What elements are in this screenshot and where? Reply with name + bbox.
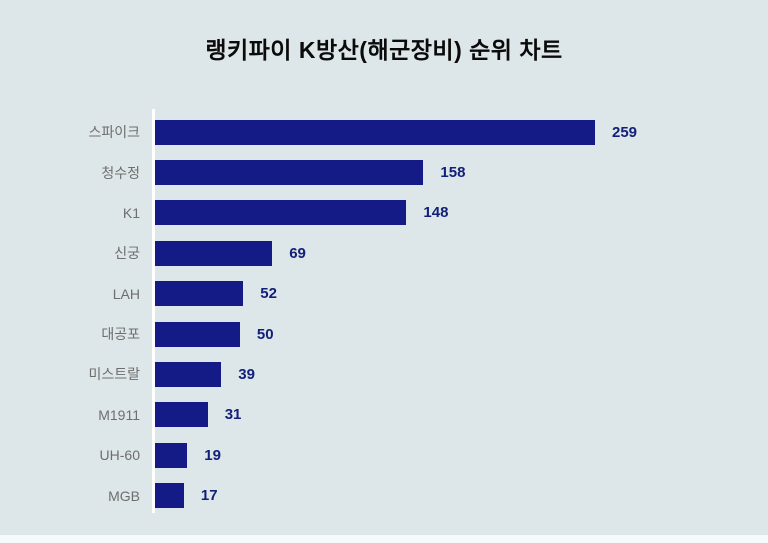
bar-value: 69 <box>289 244 306 262</box>
bar-label: 스파이크 <box>88 124 140 141</box>
bar-row: 스파이크 259 <box>0 112 768 152</box>
bar-value: 158 <box>440 164 466 182</box>
bar-value: 148 <box>423 204 449 222</box>
bar-value: 50 <box>256 325 274 343</box>
bar-label: 대공포 <box>101 326 140 343</box>
bar-rows: 스파이크 259 청수정 158 K1 148 신궁 69 LAH 52 대공포… <box>0 112 768 516</box>
bar-label: 신궁 <box>114 245 140 262</box>
bar-row: MGB 17 <box>0 475 768 515</box>
bar-row: M1911 31 <box>0 395 768 435</box>
bar-value: 17 <box>200 487 218 505</box>
bar-label: K1 <box>122 204 140 221</box>
bar <box>155 160 424 186</box>
bar <box>155 200 407 226</box>
bar <box>155 442 188 468</box>
bar-label: UH-60 <box>99 447 140 464</box>
bar-row: LAH 52 <box>0 274 768 314</box>
bar-value: 52 <box>260 285 277 303</box>
bar-label: LAH <box>112 285 140 302</box>
bar-value: 31 <box>224 406 242 424</box>
bar <box>155 281 244 307</box>
chart-title: 랭키파이 K방산(해군장비) 순위 차트 <box>205 37 563 63</box>
bar-row: 신궁 69 <box>0 233 768 273</box>
bar-label: 청수정 <box>101 164 140 181</box>
bar <box>155 483 184 509</box>
bar-label: 미스트랄 <box>88 366 140 383</box>
bottom-edge-strip <box>0 535 768 543</box>
bar-value: 259 <box>612 123 638 141</box>
bar-value: 19 <box>204 446 221 464</box>
bar <box>155 361 222 387</box>
bar <box>155 402 208 428</box>
bar-row: 미스트랄 39 <box>0 354 768 394</box>
bar-label: MGB <box>108 487 140 504</box>
bar <box>155 321 240 347</box>
bar <box>155 240 273 266</box>
bar-row: K1 148 <box>0 193 768 233</box>
bar-chart: 스파이크 259 청수정 158 K1 148 신궁 69 LAH 52 대공포… <box>0 109 768 516</box>
bar-value: 39 <box>238 365 255 383</box>
bar-row: 청수정 158 <box>0 152 768 192</box>
bar-row: 대공포 50 <box>0 314 768 354</box>
bar-row: UH-60 19 <box>0 435 768 475</box>
bar-label: M1911 <box>98 406 140 423</box>
bar <box>155 119 595 145</box>
y-axis-line <box>152 109 155 513</box>
